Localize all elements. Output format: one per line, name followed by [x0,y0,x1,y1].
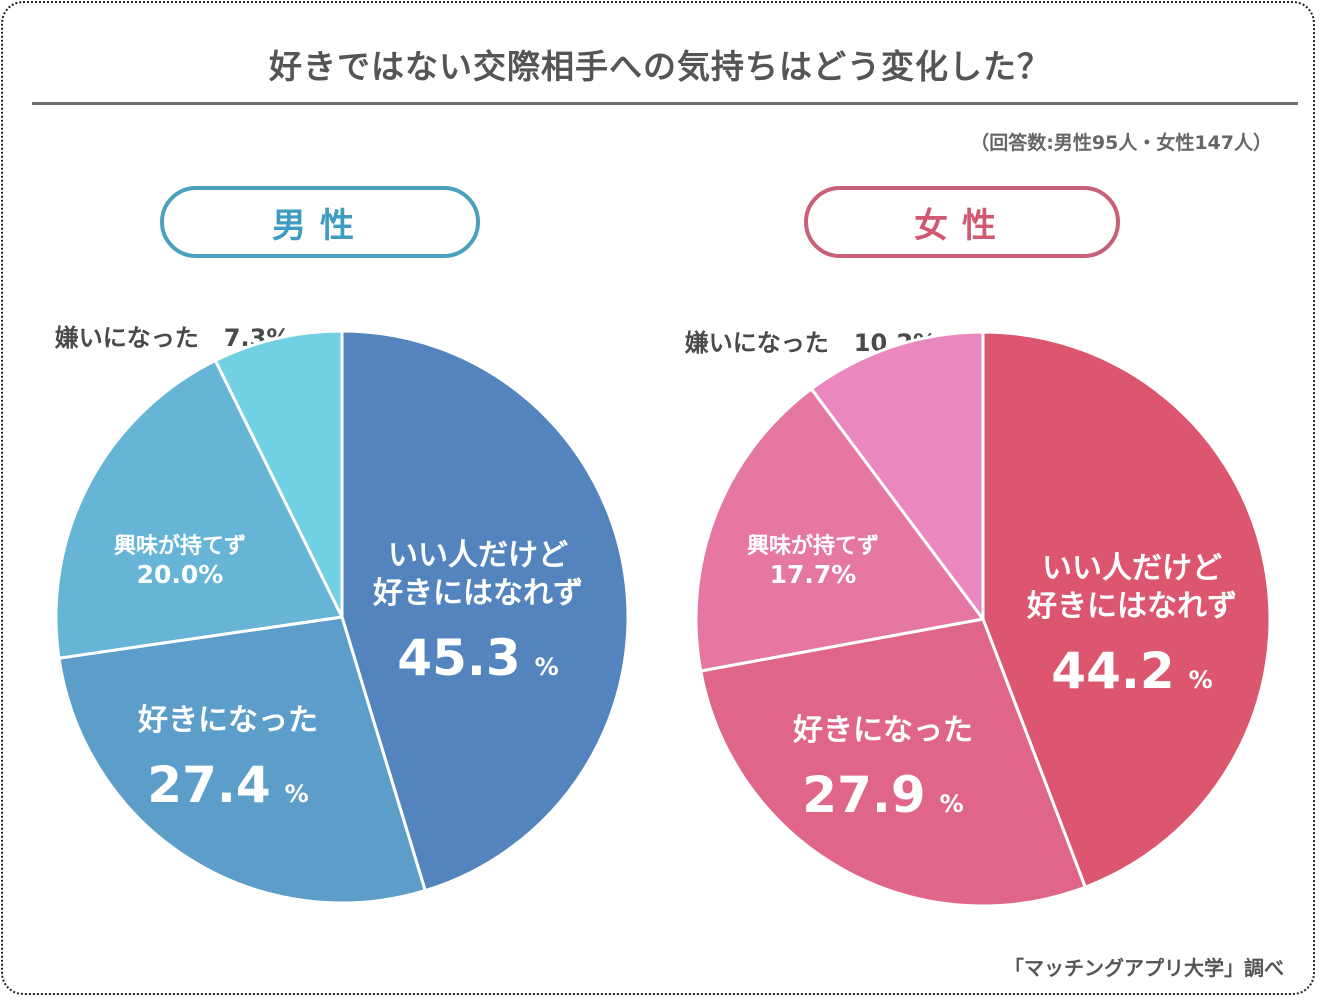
female-slice-1-label: 好きになった 27.9% [792,713,973,824]
female-slice-2-value-text: 17.7% [770,560,857,589]
male-slice-1-value-text: 27.4% [147,756,308,814]
chart-title: 好きではない交際相手への気持ちはどう変化した？ [269,47,1051,86]
male-disliked-label-text: 嫌いになった [54,324,199,352]
female-slice-2 [694,387,985,673]
male-slice-0-category-text: 好きにはなれず [372,576,583,611]
female-slice-2-category-text: 興味が持てず [747,533,879,559]
female-slice-1 [699,617,1087,908]
female-slice-3 [809,330,985,621]
male-slice-2-category-text: 興味が持てず [114,533,246,559]
male-slice-0 [340,329,630,893]
male-heading: 男性 [160,186,480,258]
female-slice-0 [981,330,1272,889]
female-slice-0-category-text: いい人だけど [1042,551,1222,586]
male-slice-2 [54,359,344,660]
male-slice-1-label: 好きになった 27.4% [137,703,318,814]
respondent-count: （回答数:男性95人・女性147人） [970,132,1272,154]
male-slice-0-value-text: 45.3% [397,629,558,687]
male-slice-1 [57,615,427,905]
title-divider [32,102,1298,105]
female-slice-1-category-text: 好きになった [792,713,973,748]
female-slice-0-value-text: 44.2% [1051,642,1212,700]
source-credit: 「マッチングアプリ大学」調べ [1004,956,1284,980]
female-slice-1-value-text: 27.9% [802,766,963,824]
male-slice-3 [213,329,344,619]
male-slice-1-category-text: 好きになった [137,703,318,738]
male-slice-2-value-text: 20.0% [137,560,224,589]
female-disliked-label-text: 嫌いになった [684,329,829,357]
female-heading: 女性 [804,186,1120,258]
male-slice-0-category-text: いい人だけど [388,538,568,573]
female-slice-0-category-text: 好きにはなれず [1026,589,1237,624]
